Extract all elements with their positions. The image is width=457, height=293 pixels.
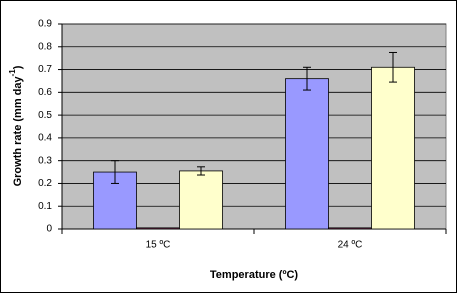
y-tick-label: 0.1 — [38, 201, 52, 212]
y-tick-label: 0.8 — [38, 41, 52, 52]
y-tick-label: 0.2 — [38, 178, 52, 189]
y-tick-label: 0.9 — [38, 19, 52, 30]
bar — [328, 227, 372, 230]
bar — [285, 78, 329, 230]
y-axis-label-text: Growth rate (mm day — [12, 76, 24, 187]
x-tick-label: 15 ºC — [146, 240, 171, 251]
error-bar — [197, 166, 206, 176]
y-tick-label: 0.4 — [38, 133, 52, 144]
y-tick-label: 0.7 — [38, 64, 52, 75]
bar — [371, 66, 415, 230]
error-bar — [110, 160, 119, 184]
error-bar — [389, 51, 398, 83]
y-tick-label: 0.6 — [38, 87, 52, 98]
error-bar — [302, 66, 311, 91]
y-axis-label-superscript: -1 — [8, 69, 17, 77]
x-tick-label: 24 ºC — [338, 240, 363, 251]
y-axis-label-suffix: ) — [12, 65, 24, 69]
y-tick-label: 0.5 — [38, 110, 52, 121]
y-tick-label: 0.3 — [38, 155, 52, 166]
y-axis-label: Growth rate (mm day-1) — [8, 65, 24, 186]
bar — [136, 227, 180, 230]
x-axis-label: Temperature (ºC) — [210, 269, 298, 281]
y-tick-label: 0 — [46, 224, 52, 235]
bar — [179, 170, 223, 230]
